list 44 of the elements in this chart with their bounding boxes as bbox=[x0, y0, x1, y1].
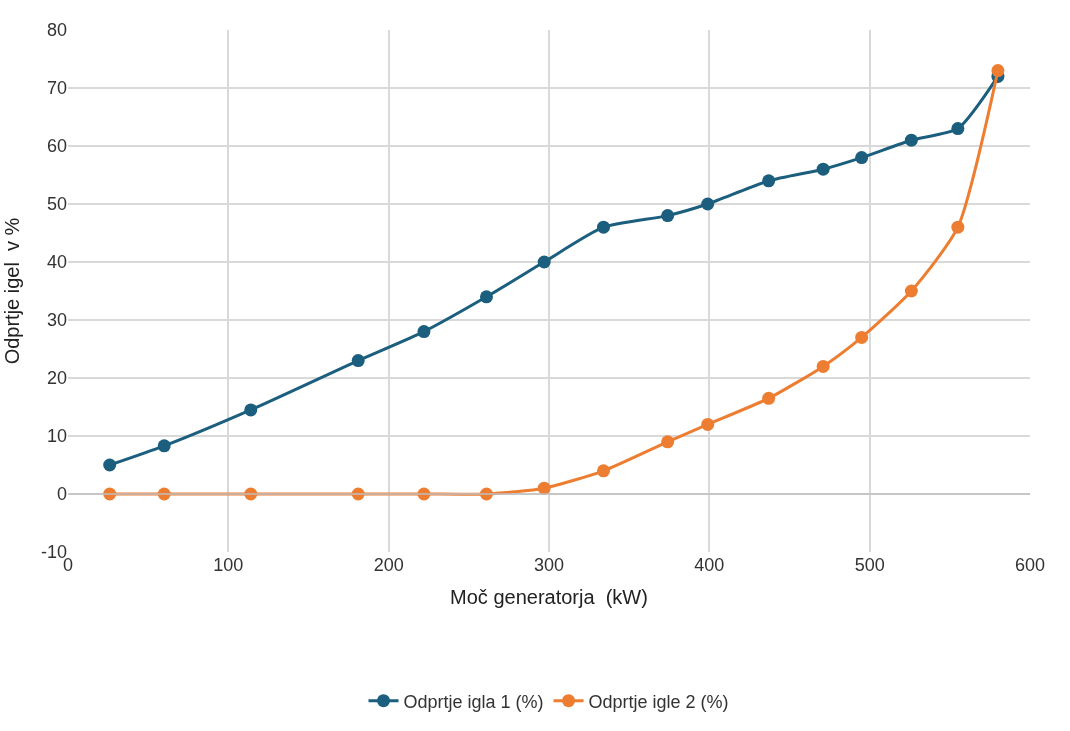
point bbox=[417, 325, 431, 339]
y-tick-label: 40 bbox=[46, 252, 67, 273]
y-axis-title: Odprtje igel v % bbox=[1, 217, 24, 365]
point bbox=[103, 458, 117, 472]
point bbox=[537, 481, 551, 495]
point bbox=[904, 284, 918, 298]
y-tick-label: 10 bbox=[46, 426, 67, 447]
point bbox=[855, 330, 869, 344]
x-tick-label: 400 bbox=[694, 555, 725, 575]
point bbox=[661, 435, 675, 449]
x-tick-label: 500 bbox=[854, 555, 885, 575]
point bbox=[701, 417, 715, 431]
point bbox=[244, 403, 258, 417]
x-axis-title: Moč generatorja (kW) bbox=[450, 585, 648, 608]
point bbox=[701, 197, 715, 211]
x-tick-label: 300 bbox=[533, 555, 565, 575]
point bbox=[816, 359, 830, 373]
point bbox=[855, 151, 869, 165]
x-tick-label: 100 bbox=[213, 555, 244, 575]
point bbox=[816, 162, 830, 176]
y-tick-label: 50 bbox=[46, 194, 67, 215]
point bbox=[762, 174, 776, 188]
x-tick-label: 600 bbox=[1014, 555, 1046, 575]
point bbox=[661, 209, 675, 223]
point bbox=[479, 290, 493, 304]
point bbox=[157, 439, 171, 453]
y-tick-label: 60 bbox=[46, 136, 67, 157]
legend-label: Odprtje igle 2 (%) bbox=[588, 691, 729, 712]
point bbox=[904, 133, 918, 147]
point bbox=[951, 220, 965, 234]
point bbox=[762, 391, 776, 405]
y-tick-label: 0 bbox=[56, 484, 67, 505]
point bbox=[537, 255, 551, 269]
y-tick-label: 70 bbox=[46, 78, 67, 99]
point bbox=[351, 354, 365, 368]
point bbox=[951, 122, 965, 136]
legend-label: Odprtje igla 1 (%) bbox=[403, 691, 544, 712]
x-tick-label: 200 bbox=[373, 555, 404, 575]
y-tick-label: 30 bbox=[46, 310, 67, 331]
y-tick-label: 20 bbox=[46, 368, 67, 389]
point bbox=[597, 220, 611, 234]
y-tick-label: 80 bbox=[46, 20, 67, 41]
point bbox=[991, 64, 1005, 78]
point bbox=[597, 464, 611, 478]
